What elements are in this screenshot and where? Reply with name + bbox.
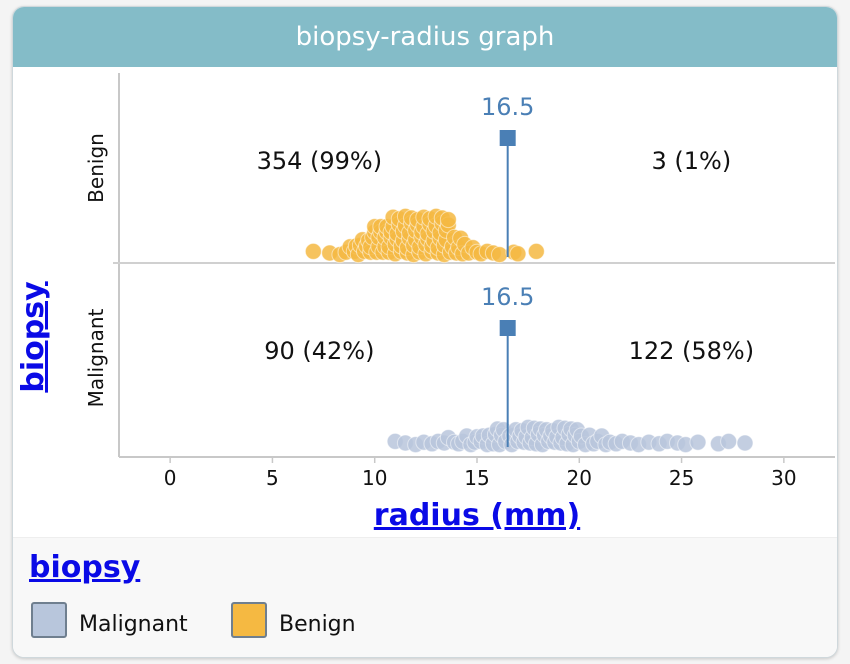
divider-handle-malignant[interactable] — [499, 320, 516, 336]
data-point-benign — [439, 211, 457, 229]
y-category-label-malignant: Malignant — [84, 308, 108, 407]
x-tick-label: 0 — [164, 466, 177, 490]
x-axis-title[interactable]: radius (mm) — [374, 498, 580, 533]
x-tick-label: 20 — [567, 466, 592, 490]
data-point-benign — [491, 246, 509, 264]
legend-label-malignant: Malignant — [79, 611, 188, 637]
graph-title: biopsy-radius graph — [295, 22, 555, 52]
x-tick-label: 25 — [669, 466, 694, 490]
divider-value-label-malignant: 16.5 — [481, 283, 534, 311]
graph-area: biopsy Benign 16.5 354 (99%) 3 (1%) Malignant… — [13, 67, 837, 537]
data-point-malignant — [689, 433, 707, 451]
legend-panel: biopsy Malignant Benign — [13, 537, 837, 657]
data-point-benign — [509, 245, 527, 263]
divider-handle-benign[interactable] — [499, 130, 516, 146]
count-left-malignant: 90 (42%) — [264, 337, 374, 365]
x-tick-label: 30 — [771, 466, 796, 490]
legend-item-benign[interactable]: Benign — [231, 602, 356, 638]
data-point-benign — [304, 242, 322, 260]
count-left-benign: 354 (99%) — [257, 147, 383, 175]
divider-value-label-benign: 16.5 — [481, 93, 534, 121]
y-axis-title[interactable]: biopsy — [16, 281, 51, 393]
y-category-label-benign: Benign — [84, 133, 108, 203]
data-point-malignant — [736, 434, 754, 452]
data-point-benign — [527, 242, 545, 260]
count-right-malignant: 122 (58%) — [629, 337, 755, 365]
legend-swatch-malignant — [31, 602, 67, 638]
x-tick-label: 5 — [266, 466, 279, 490]
graph-title-bar[interactable]: biopsy-radius graph — [13, 7, 837, 67]
x-tick-label: 10 — [362, 466, 387, 490]
graph-window: biopsy-radius graph biopsy Benign 16.5 354 … — [12, 6, 838, 658]
legend-attribute-link[interactable]: biopsy — [29, 550, 141, 585]
count-right-benign: 3 (1%) — [651, 147, 731, 175]
legend-label-benign: Benign — [279, 611, 356, 637]
legend-swatch-benign — [231, 602, 267, 638]
dot-plot-chart: biopsy Benign 16.5 354 (99%) 3 (1%) Malignant… — [16, 73, 835, 533]
data-point-malignant — [720, 432, 738, 450]
x-tick-label: 15 — [464, 466, 489, 490]
legend-item-malignant[interactable]: Malignant — [31, 602, 188, 638]
